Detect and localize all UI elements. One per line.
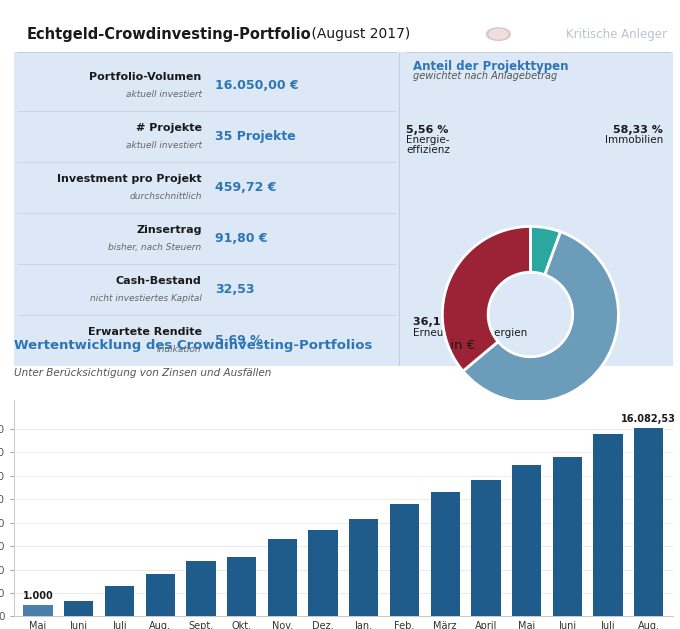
Text: 459,72 €: 459,72 € [215,181,276,194]
Text: aktuell investiert: aktuell investiert [126,141,201,150]
Bar [390,504,419,616]
Text: Energie-: Energie- [406,135,449,145]
Text: Erwartete Rendite: Erwartete Rendite [88,326,201,337]
Bar [634,428,664,616]
Text: effizienz: effizienz [406,145,450,155]
Text: gewichtet nach Anlagebetrag: gewichtet nach Anlagebetrag [413,71,557,81]
Wedge shape [463,231,618,403]
Text: durchschnittlich: durchschnittlich [129,192,201,201]
Text: nicht investiertes Kapital: nicht investiertes Kapital [90,294,201,303]
Bar [309,530,338,616]
Text: 5,69 %: 5,69 % [215,334,262,347]
Bar [594,433,623,616]
Text: 5,56 %: 5,56 % [406,125,448,135]
Text: bisher, nach Steuern: bisher, nach Steuern [108,243,201,252]
Bar [146,574,175,616]
Text: 58,33 %: 58,33 % [613,125,663,135]
Bar [430,492,460,616]
Bar [23,604,52,616]
Text: (August 2017): (August 2017) [307,27,410,41]
Text: # Projekte: # Projekte [135,123,201,133]
Circle shape [489,30,508,39]
Text: in €: in € [445,339,475,352]
Bar [512,465,541,616]
Text: Wertentwicklung des Crowdinvesting-Portfolios: Wertentwicklung des Crowdinvesting-Portf… [14,339,372,352]
Bar [227,557,256,616]
Text: Kritische Anleger: Kritische Anleger [566,28,666,41]
Bar [471,481,500,616]
Text: Investment pro Projekt: Investment pro Projekt [57,174,201,184]
Bar [268,539,297,616]
Text: Immobilien: Immobilien [605,135,663,145]
Text: Unter Berücksichtigung von Zinsen und Ausfällen: Unter Berücksichtigung von Zinsen und Au… [14,368,271,378]
Text: 91,80 €: 91,80 € [215,232,267,245]
Text: 16.082,53: 16.082,53 [622,414,676,424]
Text: Indikation: Indikation [157,345,201,353]
Text: Zinsertrag: Zinsertrag [136,225,201,235]
Circle shape [486,28,510,40]
Wedge shape [443,226,530,371]
Bar [553,457,582,616]
Text: Portfolio-Volumen: Portfolio-Volumen [89,72,201,82]
Bar [105,586,134,616]
Text: 16.050,00 €: 16.050,00 € [215,79,299,92]
Bar [349,519,378,616]
Text: aktuell investiert: aktuell investiert [126,90,201,99]
Text: 1.000: 1.000 [22,591,54,601]
Bar [14,19,673,50]
Bar [64,601,93,616]
Text: Cash-Bestand: Cash-Bestand [116,276,201,286]
Text: Echtgeld-Crowdinvesting-Portfolio: Echtgeld-Crowdinvesting-Portfolio [27,26,311,42]
Text: 32,53: 32,53 [215,283,254,296]
Text: Erneuerbare Energien: Erneuerbare Energien [413,328,527,338]
Text: 36,11 %: 36,11 % [413,318,463,328]
Bar [186,561,216,616]
Wedge shape [530,226,560,275]
Text: Anteil der Projekttypen: Anteil der Projekttypen [413,60,568,73]
Text: 35 Projekte: 35 Projekte [215,130,296,143]
